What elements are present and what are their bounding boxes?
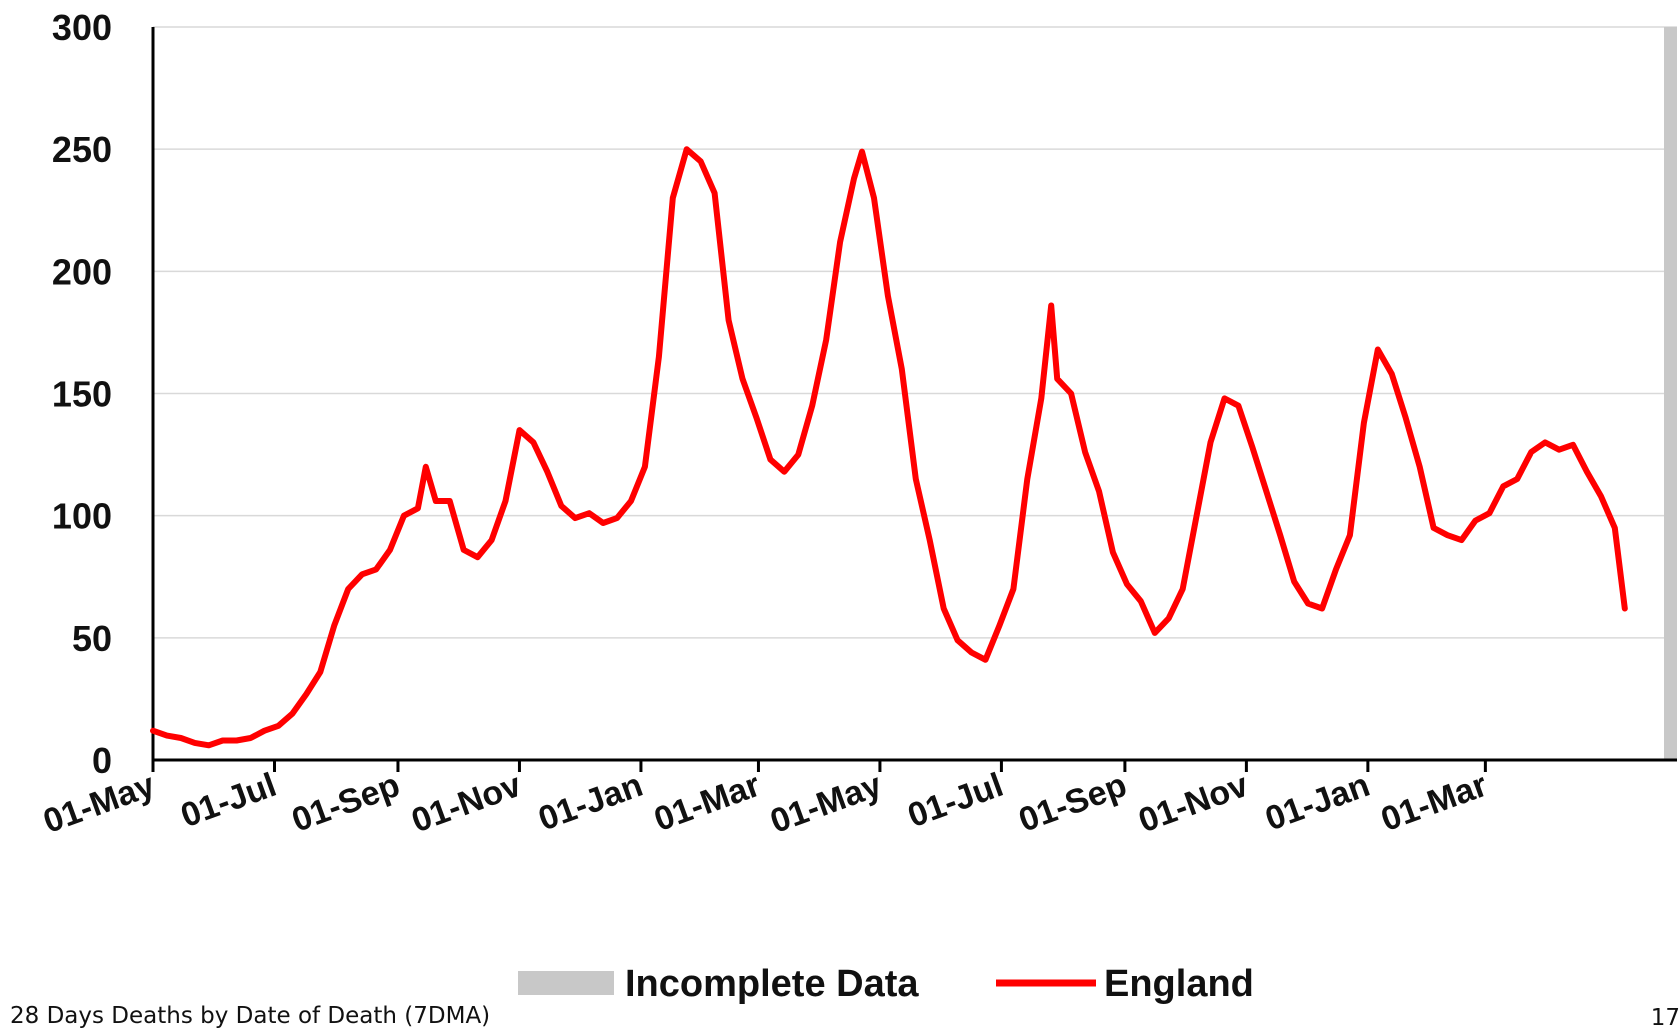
page-number: 17	[1651, 1005, 1680, 1031]
y-tick-label: 300	[52, 7, 112, 48]
y-tick-label: 250	[52, 129, 112, 170]
chart-footnote: 28 Days Deaths by Date of Death (7DMA)	[10, 1003, 490, 1029]
y-tick-label: 200	[52, 251, 112, 292]
series-line-england	[150, 146, 1628, 749]
gridlines	[153, 26, 1677, 639]
x-tick-label: 01-Jul	[176, 766, 281, 835]
x-tick-label: 01-Jul	[903, 766, 1008, 835]
legend-swatch-incomplete-data	[518, 971, 614, 995]
legend: Incomplete Data England	[518, 963, 1254, 1005]
x-tick-label: 01-Jan	[1260, 766, 1374, 839]
x-tick-label: 01-Sep	[287, 766, 405, 840]
x-tick-label: 01-Nov	[407, 766, 527, 841]
x-tick-label: 01-Nov	[1134, 766, 1254, 841]
incomplete-data-band	[1664, 27, 1677, 760]
y-axis-ticks: 0 50 100 150 200 250 300	[52, 7, 112, 781]
legend-label-england: England	[1104, 963, 1254, 1005]
y-tick-label: 150	[52, 374, 112, 415]
x-tick-label: 01-Jan	[533, 766, 647, 839]
x-tick-label: 01-Mar	[1376, 766, 1492, 839]
x-tick-label: 01-Mar	[649, 766, 765, 839]
y-tick-label: 0	[92, 740, 112, 781]
x-tick-label: 01-May	[765, 766, 886, 841]
y-tick-label: 50	[72, 618, 112, 659]
y-tick-label: 100	[52, 496, 112, 537]
x-axis-ticks: 01-May 01-Jul 01-Sep 01-Nov 01-Jan 01-Mar 01-M…	[38, 760, 1492, 841]
x-tick-label: 01-Sep	[1014, 766, 1132, 840]
legend-label-incomplete-data: Incomplete Data	[625, 963, 919, 1005]
